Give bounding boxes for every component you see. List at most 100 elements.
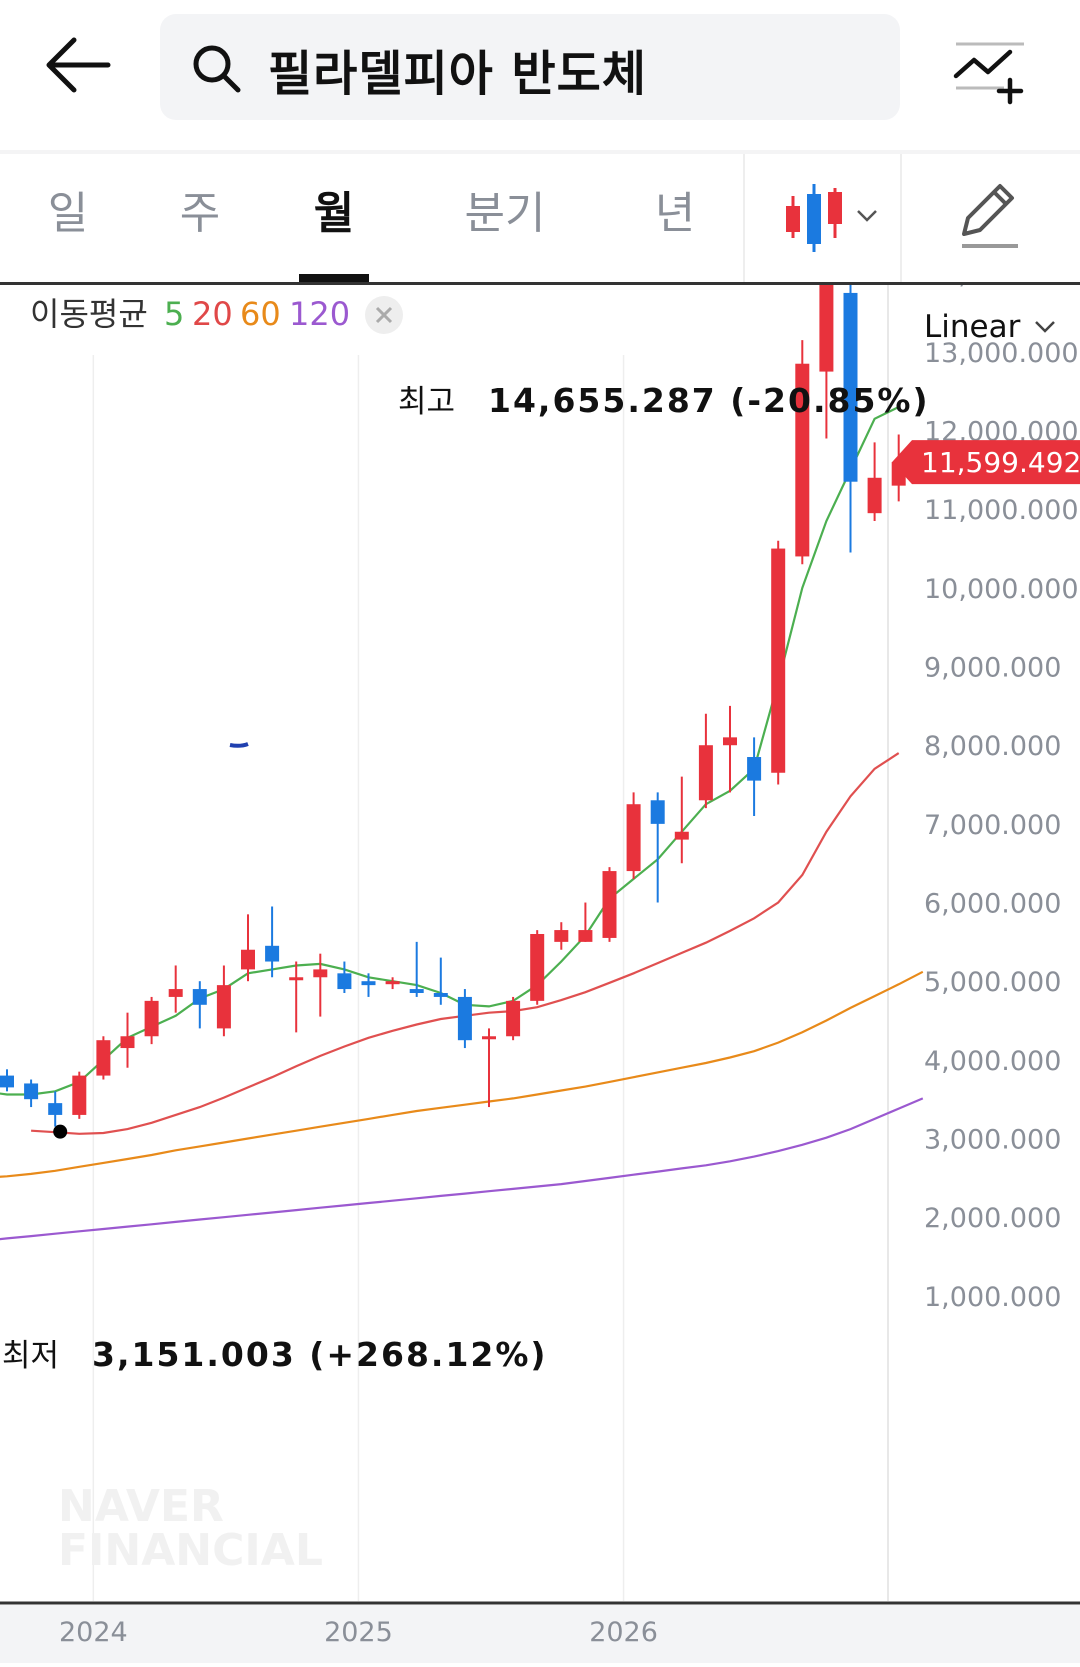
- candle: [265, 906, 280, 978]
- candle: [795, 340, 810, 565]
- candle: [867, 442, 882, 522]
- tabbar-divider: [0, 282, 1080, 285]
- y-tick-label: 13,000.000: [924, 338, 1079, 369]
- candle: [602, 867, 617, 942]
- add-compare-button[interactable]: [950, 36, 1030, 106]
- candle: [578, 902, 593, 942]
- tab-day[interactable]: 일: [47, 188, 89, 239]
- y-tick-label: 14,000.000: [924, 285, 1079, 290]
- drawing-tool-button[interactable]: [902, 154, 1080, 282]
- candle-body: [96, 1040, 111, 1076]
- ma5-line: [0, 406, 900, 1096]
- chevron-down-icon: [857, 210, 877, 222]
- current-price-tag: 11,599.492: [892, 440, 1080, 485]
- y-tick-label: 11,000.000: [924, 495, 1079, 526]
- candle-body: [506, 1000, 521, 1037]
- close-indicator-button[interactable]: [365, 296, 403, 334]
- candle: [747, 737, 762, 817]
- tab-quarter[interactable]: 분기: [464, 188, 546, 239]
- candle: [771, 540, 786, 785]
- candle: [48, 1091, 63, 1127]
- candle: [120, 1012, 135, 1068]
- ma120-line: [0, 1097, 924, 1241]
- tab-week[interactable]: 주: [179, 188, 221, 239]
- header-divider: [0, 150, 1080, 154]
- candle-body: [674, 831, 689, 840]
- candle-body: [698, 745, 713, 801]
- candle-body: [168, 989, 183, 997]
- candle: [289, 961, 304, 1033]
- candle: [650, 792, 665, 903]
- y-tick-label: 2,000.000: [924, 1203, 1061, 1234]
- candle-body: [24, 1083, 39, 1100]
- candlestick-chart[interactable]: 최고 14,655.287 (-20.85%) 최저 3,151.003 (+268.…: [0, 181, 1080, 1663]
- search-box[interactable]: 필라델피아 반도체: [160, 14, 900, 120]
- chart-area[interactable]: 최고 14,655.287 (-20.85%) 최저 3,151.003 (+268.…: [0, 181, 1080, 1663]
- x-axis-background: [0, 1605, 1080, 1663]
- candle: [674, 776, 689, 864]
- candle-body: [867, 477, 882, 514]
- candle-body: [530, 934, 545, 1001]
- tab-separator: [900, 154, 902, 282]
- chart-add-icon: [953, 42, 1024, 105]
- candle: [409, 941, 424, 997]
- stray-mark: [229, 742, 249, 748]
- candle: [530, 930, 545, 1005]
- candle-body: [72, 1075, 87, 1115]
- low-label: 최저: [2, 1338, 59, 1374]
- tab-month[interactable]: 월: [313, 188, 355, 239]
- y-tick-label: 7,000.000: [924, 810, 1061, 841]
- candle: [24, 1079, 39, 1108]
- candle: [457, 989, 472, 1049]
- candle-body: [554, 930, 569, 942]
- candle: [216, 965, 231, 1037]
- candle: [144, 996, 159, 1045]
- y-tick-label: 5,000.000: [924, 967, 1061, 998]
- y-tick-label: 3,000.000: [924, 1125, 1061, 1156]
- chart-type-dropdown[interactable]: [745, 154, 900, 282]
- candle: [168, 965, 183, 1013]
- scale-dropdown[interactable]: Linear: [924, 309, 1055, 345]
- candle: [843, 285, 858, 553]
- y-tick-label: 6,000.000: [924, 889, 1061, 920]
- candle: [361, 973, 376, 997]
- candle: [337, 961, 352, 993]
- candle: [72, 1071, 87, 1119]
- high-label: 최고: [398, 384, 455, 420]
- tab-year[interactable]: 년: [654, 188, 696, 239]
- candle-body: [843, 292, 858, 482]
- candle-body: [409, 989, 424, 993]
- candle-body: [723, 737, 737, 746]
- candle: [554, 922, 569, 950]
- candle: [723, 705, 737, 793]
- back-button[interactable]: [40, 30, 120, 100]
- pencil-icon: [962, 184, 1018, 248]
- tab-separator: [743, 154, 745, 282]
- x-tick-label: 2026: [589, 1617, 658, 1648]
- candle: [482, 1028, 496, 1108]
- candle: [506, 996, 521, 1041]
- scale-label: Linear: [924, 309, 1021, 345]
- ma120-legend: 120: [289, 295, 350, 333]
- ma20-line: [31, 752, 900, 1135]
- candle-body: [265, 945, 280, 962]
- candle-body: [0, 1075, 14, 1088]
- chevron-down-icon: [1035, 321, 1055, 333]
- candle-body: [120, 1036, 135, 1049]
- candle: [313, 953, 328, 1017]
- y-tick-label: 10,000.000: [924, 574, 1079, 605]
- y-tick-label: 9,000.000: [924, 653, 1061, 684]
- period-tabs: 일 주 월 분기 년: [0, 154, 1080, 284]
- candle-body: [313, 969, 328, 978]
- back-arrow-icon: [46, 37, 111, 93]
- candle-body: [337, 973, 352, 990]
- watermark: FINANCIAL: [58, 1525, 323, 1576]
- candle-body: [216, 985, 231, 1029]
- candle: [241, 914, 255, 982]
- y-tick-label: 4,000.000: [924, 1046, 1061, 1077]
- low-value: 3,151.003 (+268.12%): [92, 1335, 548, 1374]
- ma60-line: [0, 970, 924, 1178]
- candle-body: [361, 981, 376, 986]
- candlestick-icon: [786, 184, 842, 252]
- candle-body: [457, 996, 472, 1041]
